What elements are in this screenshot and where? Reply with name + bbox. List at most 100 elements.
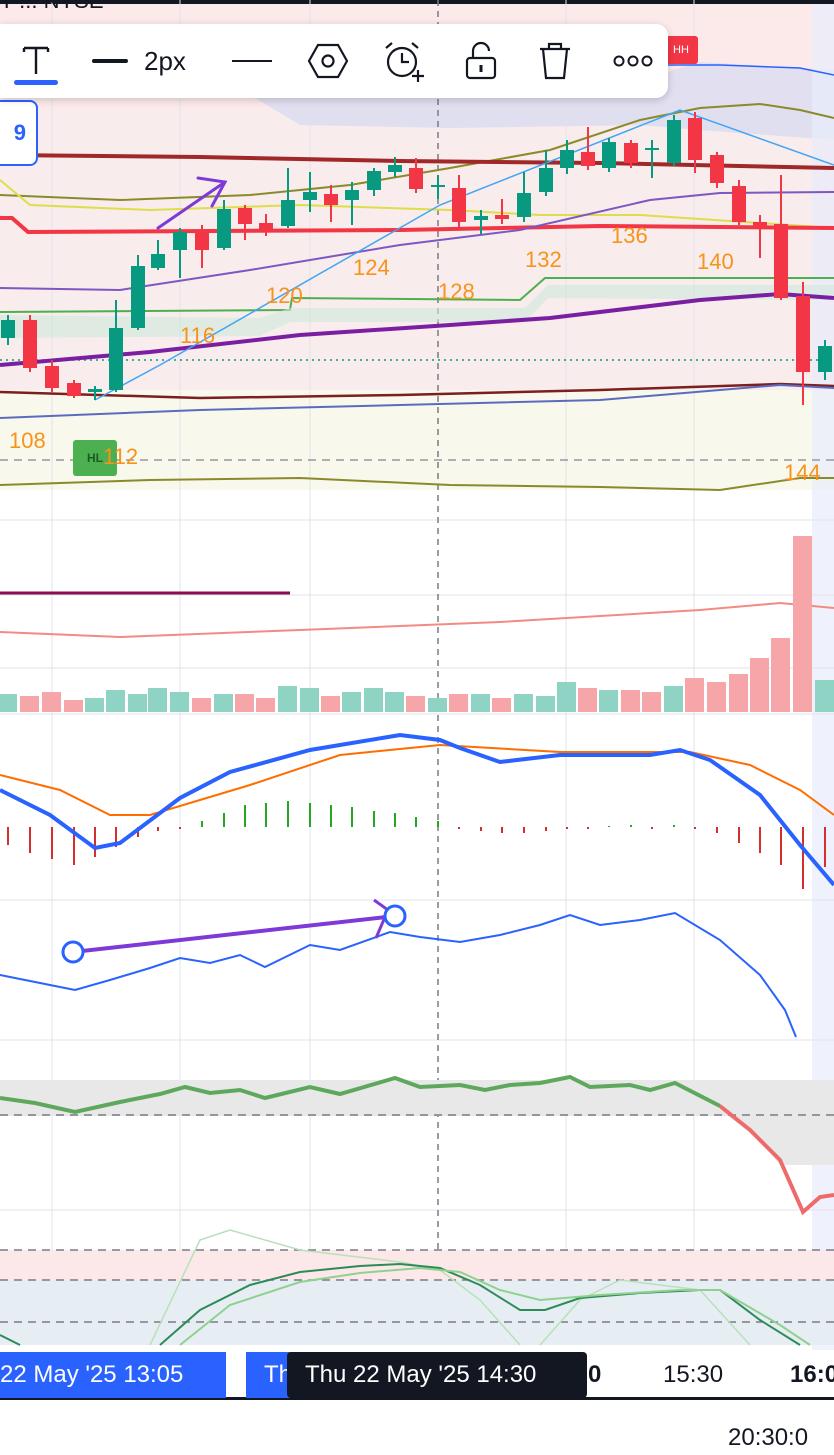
candle-body — [431, 185, 445, 187]
lock-button[interactable] — [456, 24, 506, 98]
volume-bar — [729, 674, 748, 712]
volume-bar — [128, 694, 147, 712]
volume-bar — [192, 698, 211, 712]
top-border — [0, 0, 834, 4]
volume-bar — [214, 694, 233, 712]
candle-body — [1, 320, 15, 338]
active-indicator — [14, 80, 58, 85]
volume-bar — [85, 698, 104, 712]
line-width-button[interactable]: 2px — [90, 24, 200, 98]
volume-bar — [235, 694, 254, 712]
volume-bar — [321, 696, 340, 712]
candle-body — [303, 192, 317, 200]
stoch-d-line — [179, 1266, 811, 1346]
text-icon — [21, 44, 51, 78]
volume-bar — [514, 694, 533, 712]
candle-body — [732, 186, 746, 222]
volume-bar — [64, 700, 83, 712]
candle-body — [624, 143, 638, 163]
candle-body — [173, 232, 187, 250]
candle-body — [45, 366, 59, 388]
blue-upper-line — [640, 64, 834, 76]
volume-bar — [578, 688, 597, 712]
yellow-line — [0, 179, 834, 229]
volume-bar — [20, 696, 39, 712]
blue-trend-line — [94, 109, 834, 401]
hh-badge: HH — [664, 36, 698, 64]
add-alert-button[interactable] — [378, 24, 430, 98]
volume-bar — [364, 688, 383, 712]
teal-band — [0, 285, 834, 338]
volume-bar — [664, 686, 683, 712]
clock-time: 20:30:0 — [728, 1424, 809, 1451]
volume-bar — [750, 658, 769, 712]
side-value-text: 9 — [13, 120, 26, 145]
maroon-line — [0, 382, 834, 400]
time-tick-label: 0 — [588, 1361, 602, 1388]
band-low — [0, 390, 834, 490]
trash-icon — [538, 41, 572, 81]
time-label-range-start: 22 May '25 13:05 — [0, 1352, 226, 1398]
bar-number-label: 108 — [9, 428, 46, 453]
volume-bar — [0, 694, 17, 712]
visual-order-button[interactable] — [302, 24, 354, 98]
volume-bar — [599, 690, 618, 712]
candle-body — [281, 200, 295, 226]
trend-handle-start[interactable] — [61, 940, 85, 964]
volume-bar — [256, 698, 275, 712]
bar-number-label: 116 — [180, 323, 216, 348]
volume-bar — [492, 698, 511, 712]
candle-body — [151, 254, 165, 268]
macd-signal-line — [0, 743, 834, 816]
volume-bar — [278, 686, 297, 712]
candle-body — [324, 194, 338, 205]
volume-bar — [771, 638, 790, 712]
candle-body — [474, 216, 488, 220]
candles — [1, 112, 832, 405]
side-value-box[interactable]: 9 — [0, 100, 38, 166]
volume-bar — [536, 696, 555, 712]
line-width-icon — [90, 56, 130, 66]
more-button[interactable] — [606, 24, 660, 98]
volume-bar — [449, 694, 468, 712]
trend-handle-end[interactable] — [383, 904, 407, 928]
line-style-button[interactable] — [226, 24, 278, 98]
volume-bar — [621, 690, 640, 712]
bar-number-label: 112 — [103, 444, 139, 469]
unlock-icon — [464, 41, 498, 81]
candle-body — [88, 389, 102, 392]
candle-body — [560, 150, 574, 168]
darkred-line — [0, 153, 834, 170]
candle-body — [539, 168, 553, 192]
candle-body — [774, 224, 788, 298]
bar-number-label: 120 — [266, 283, 303, 308]
right-strip — [812, 0, 834, 1350]
candle-body — [688, 118, 702, 160]
candle-body — [23, 320, 37, 368]
candle-body — [238, 208, 252, 224]
time-tick-label: 15:30 — [663, 1361, 724, 1388]
olive-upper-line — [0, 102, 834, 202]
volume-bar — [342, 692, 361, 712]
hexagon-icon — [307, 42, 349, 80]
more-icon — [613, 54, 653, 68]
symbol-title-partial: T ... NYSE — [0, 0, 104, 13]
volume-bar — [385, 692, 404, 712]
candle-body — [796, 296, 810, 372]
volume-bar — [685, 678, 704, 712]
delete-button[interactable] — [530, 24, 580, 98]
candle-body — [367, 171, 381, 190]
drawn-arrow-line[interactable] — [156, 176, 228, 230]
volume-bar — [106, 690, 125, 712]
text-tool-button[interactable] — [14, 24, 58, 98]
candle-body — [388, 165, 402, 172]
candle-body — [131, 266, 145, 328]
candle-body — [67, 383, 81, 396]
volume-bar — [815, 680, 834, 712]
bar-number-label: 132 — [525, 247, 562, 272]
drawn-trend-line[interactable] — [72, 914, 396, 954]
candle-body — [818, 346, 832, 372]
volume-bar — [300, 688, 319, 712]
